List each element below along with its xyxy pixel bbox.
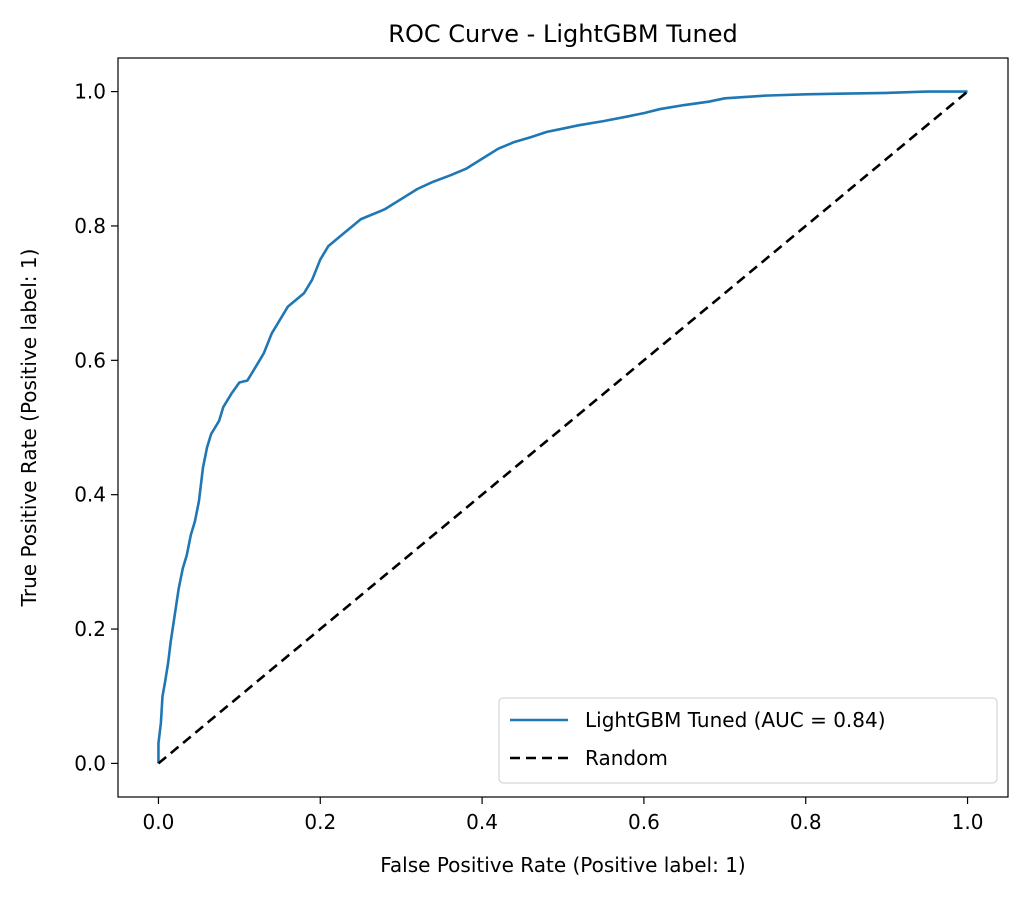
y-tick-label: 0.0 [74,751,106,775]
x-tick-label: 0.6 [628,810,660,834]
y-tick-label: 0.4 [74,483,106,507]
x-axis-label: False Positive Rate (Positive label: 1) [380,853,746,877]
legend-label-lightgbm: LightGBM Tuned (AUC = 0.84) [585,708,886,732]
y-tick-label: 0.6 [74,348,106,372]
y-axis-label: True Positive Rate (Positive label: 1) [17,249,41,608]
axes-frame [117,57,1009,798]
y-axis-ticks: 0.0 0.2 0.4 0.6 0.8 1.0 [74,80,118,775]
x-tick-label: 0.8 [790,810,822,834]
y-tick-label: 0.8 [74,214,106,238]
y-tick-label: 1.0 [74,80,106,104]
x-tick-label: 0.4 [466,810,498,834]
legend-box [498,697,998,784]
random-baseline-line [157,90,969,765]
x-tick-label: 1.0 [952,810,984,834]
x-tick-label: 0.0 [143,810,175,834]
legend: LightGBM Tuned (AUC = 0.84) Random [498,697,998,784]
x-axis-ticks: 0.0 0.2 0.4 0.6 0.8 1.0 [143,797,984,834]
y-tick-label: 0.2 [74,617,106,641]
roc-curve-line [157,90,968,764]
x-tick-label: 0.2 [304,810,336,834]
plot-area [157,90,969,765]
chart-title: ROC Curve - LightGBM Tuned [388,20,737,48]
legend-label-random: Random [585,746,668,770]
